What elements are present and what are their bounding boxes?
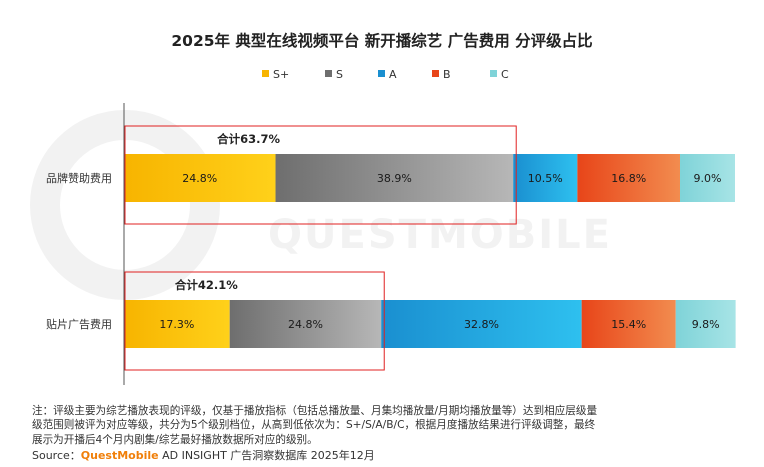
highlight-box: [124, 271, 385, 371]
value-label: 24.8%: [182, 172, 217, 185]
legend-swatch-s: [325, 70, 332, 77]
source-brand: QuestMobile: [80, 449, 159, 462]
category-label: 品牌赞助费用: [46, 171, 112, 185]
bars: 品牌赞助费用 24.8% 38.9% 10.5% 16.8% 9.0% 贴片广告费用 17.3…: [46, 154, 736, 348]
footnote-line: 注：评级主要为综艺播放表现的评级，仅基于播放指标（包括总播放量、月集均播放量/月…: [32, 405, 598, 417]
footnote-line: 级范围则被评为对应等级，共分为5个级别档位，从高到低依次为：S+/S/A/B/C…: [32, 419, 596, 432]
bar-segment-splus: [124, 300, 230, 348]
legend-label-b: B: [443, 68, 451, 81]
bar-segment-a: [513, 154, 578, 202]
watermark-text: QUESTMOBILE: [268, 212, 612, 258]
bar-segment-splus: [124, 154, 276, 202]
footnote-line: 展示为开播后4个月内剧集/综艺最好播放数据所对应的级别。: [32, 433, 318, 446]
bar-segment-c: [680, 154, 735, 202]
value-label: 32.8%: [464, 318, 499, 331]
bar-segment-b: [577, 154, 681, 202]
source-suffix: AD INSIGHT 广告洞察数据库 2025年12月: [158, 449, 375, 462]
bar-segment-s: [275, 154, 514, 202]
legend: S+ S A B C: [262, 68, 509, 81]
annotations: 合计63.7% 合计42.1%: [124, 125, 517, 371]
legend-swatch-a: [378, 70, 385, 77]
source-line: Source：QuestMobile AD INSIGHT 广告洞察数据库 20…: [32, 447, 375, 463]
total-annotation: 合计63.7%: [217, 132, 280, 146]
watermark: QUESTMOBILE: [30, 110, 612, 300]
value-label: 38.9%: [377, 172, 412, 185]
legend-label-a: A: [389, 68, 397, 81]
total-annotation: 合计42.1%: [175, 278, 238, 292]
footnote: 注：评级主要为综艺播放表现的评级，仅基于播放指标（包括总播放量、月集均播放量/月…: [32, 404, 742, 447]
legend-swatch-b: [432, 70, 439, 77]
chart-title: 2025年 典型在线视频平台 新开播综艺 广告费用 分评级占比: [171, 31, 592, 50]
value-label: 24.8%: [288, 318, 323, 331]
legend-label-s: S: [336, 68, 343, 81]
highlight-box: [124, 125, 517, 225]
value-label: 15.4%: [611, 318, 646, 331]
legend-label-c: C: [501, 68, 509, 81]
value-label: 9.0%: [694, 172, 722, 185]
value-label: 17.3%: [159, 318, 194, 331]
legend-label-splus: S+: [273, 68, 289, 81]
legend-swatch-c: [490, 70, 497, 77]
source-prefix: Source：: [32, 449, 81, 462]
bar-segment-b: [581, 300, 676, 348]
value-label: 9.8%: [692, 318, 720, 331]
value-label: 10.5%: [528, 172, 563, 185]
value-label: 16.8%: [611, 172, 646, 185]
bar-segment-a: [381, 300, 582, 348]
bar-segment-c: [675, 300, 736, 348]
bar-segment-s: [229, 300, 382, 348]
legend-swatch-splus: [262, 70, 269, 77]
category-label: 贴片广告费用: [46, 317, 112, 331]
